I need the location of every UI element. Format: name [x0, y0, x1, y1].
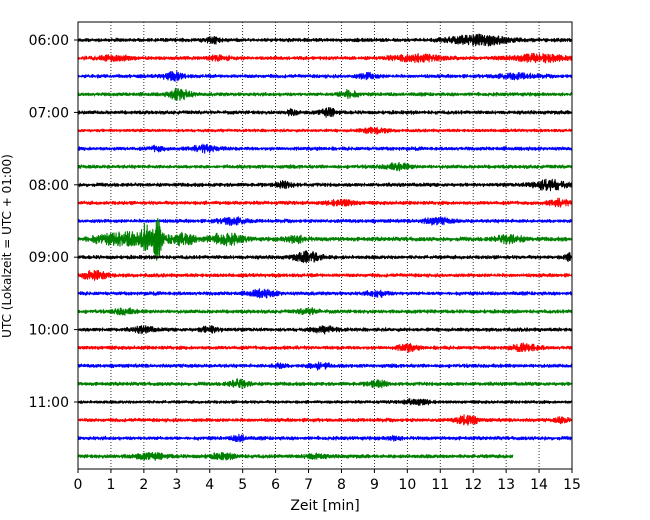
seismogram-trace [77, 107, 573, 118]
seismogram-trace [77, 52, 573, 64]
seismogram-trace [77, 307, 573, 316]
trace-group [77, 33, 573, 461]
x-tick-label: 3 [172, 477, 181, 493]
y-axis: 06:00 07:00 08:00 09:00 10:00 11:00 [29, 33, 78, 411]
x-tick-label: 9 [370, 477, 379, 493]
grid-lines [110, 22, 540, 469]
seismogram-trace [77, 87, 573, 101]
seismogram-trace [77, 217, 573, 261]
seismogram-trace [77, 269, 573, 281]
x-tick-label: 10 [398, 477, 416, 493]
seismogram-trace [77, 378, 573, 390]
seismogram-trace [77, 414, 573, 426]
y-axis-title: UTC (Lokalzeit = UTC + 01:00) [0, 154, 14, 338]
seismogram-trace [77, 342, 573, 353]
y-tick-label: 10:00 [29, 323, 69, 339]
x-tick-label: 6 [271, 477, 280, 493]
seismogram-trace [77, 250, 573, 264]
seismogram-trace [77, 126, 573, 135]
seismogram-trace [77, 216, 573, 226]
x-tick-label: 1 [106, 477, 115, 493]
x-tick-label: 14 [530, 477, 548, 493]
x-tick-label: 5 [238, 477, 247, 493]
seismogram-trace [77, 143, 573, 154]
x-tick-label: 2 [139, 477, 148, 493]
y-tick-label: 09:00 [29, 250, 69, 266]
x-tick-label: 0 [74, 477, 83, 493]
y-tick-label: 07:00 [29, 105, 69, 121]
x-tick-label: 7 [304, 477, 313, 493]
seismogram-trace [77, 197, 573, 208]
x-tick-label: 12 [464, 477, 482, 493]
y-tick-label: 06:00 [29, 33, 69, 49]
x-tick-label: 15 [563, 477, 581, 493]
seismogram-trace [77, 33, 573, 47]
seismogram-trace [77, 451, 514, 461]
x-axis-title: Zeit [min] [290, 498, 359, 514]
seismogram-trace [77, 70, 573, 82]
y-tick-label: 08:00 [29, 178, 69, 194]
seismogram-trace [77, 433, 573, 443]
y-tick-label: 11:00 [29, 395, 69, 411]
x-tick-label: 13 [497, 477, 515, 493]
seismogram-trace [77, 178, 573, 192]
seismogram-trace [77, 288, 573, 299]
x-tick-label: 11 [431, 477, 449, 493]
seismogram-trace [77, 325, 573, 335]
seismogram-trace [77, 161, 573, 172]
x-tick-label: 8 [337, 477, 346, 493]
plot-area-frame [77, 21, 573, 470]
seismogram-trace [77, 361, 573, 371]
x-tick-label: 4 [205, 477, 214, 493]
seismogram-trace [77, 398, 573, 406]
x-axis: 0 1 2 3 4 5 6 7 8 9 10 11 12 13 14 15 [74, 469, 581, 493]
